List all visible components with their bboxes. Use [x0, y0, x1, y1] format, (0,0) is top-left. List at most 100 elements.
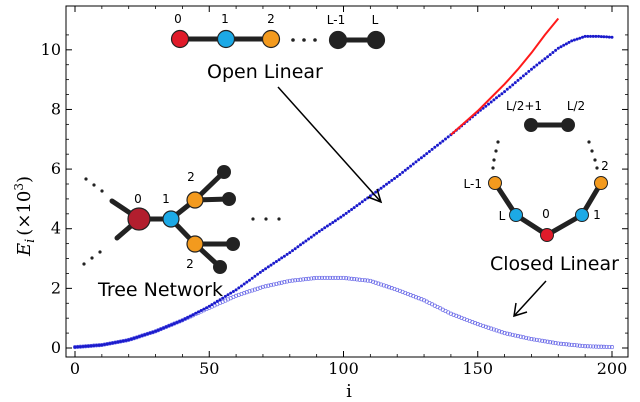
data-point	[444, 137, 447, 141]
y-axis-subscript: i	[23, 239, 38, 243]
plot-frame	[65, 5, 629, 358]
data-point	[390, 178, 394, 182]
data-point	[307, 237, 311, 241]
data-point	[417, 158, 421, 162]
data-point	[597, 34, 601, 38]
data-point	[515, 334, 521, 339]
data-point	[464, 317, 470, 323]
data-point	[422, 154, 426, 158]
data-point	[446, 135, 450, 139]
data-point	[213, 301, 217, 305]
data-point	[301, 241, 305, 245]
data-point	[604, 344, 609, 349]
data-point	[293, 278, 298, 283]
x-tick-label: 150	[462, 359, 493, 378]
data-point	[347, 209, 351, 213]
data-point	[379, 186, 383, 190]
data-point	[374, 190, 378, 194]
data-point	[258, 285, 263, 290]
data-point	[344, 276, 349, 281]
data-point	[588, 344, 593, 349]
data-point	[532, 337, 537, 342]
data-point	[341, 275, 346, 280]
tree-dot	[82, 262, 86, 266]
tree-node-1	[162, 210, 180, 228]
data-point	[532, 65, 536, 69]
data-point	[401, 170, 405, 174]
data-point	[499, 330, 504, 335]
data-point	[473, 321, 478, 326]
data-point	[436, 143, 439, 147]
data-point	[484, 104, 488, 108]
data-point	[392, 286, 397, 292]
data-point	[489, 326, 494, 331]
data-point	[362, 278, 368, 283]
data-point	[529, 337, 534, 342]
data-point	[567, 40, 571, 44]
data-point	[189, 314, 192, 318]
x-tick-label: 200	[597, 359, 628, 378]
data-point	[583, 34, 587, 38]
data-point	[113, 341, 117, 344]
data-point	[260, 284, 265, 289]
data-point	[408, 293, 413, 298]
data-point	[215, 299, 219, 303]
closed-ring-dot	[491, 166, 495, 170]
data-point	[154, 329, 158, 333]
data-point	[564, 342, 569, 347]
data-point	[516, 78, 520, 82]
data-point	[234, 293, 239, 298]
closed-ring-label-L: L	[499, 209, 506, 223]
data-point	[258, 270, 262, 274]
data-point	[526, 336, 531, 341]
y-axis-unit: (×10	[14, 191, 35, 236]
data-point	[577, 343, 582, 348]
data-point	[339, 215, 343, 219]
data-point	[368, 194, 372, 198]
data-point	[543, 57, 547, 61]
data-point	[451, 312, 456, 317]
data-point	[352, 277, 357, 282]
data-point	[111, 341, 115, 345]
closed-ring-dot	[492, 158, 496, 162]
data-point	[500, 92, 504, 96]
closed-ring-label-1: 1	[593, 208, 601, 222]
open-chain-dot	[291, 38, 295, 42]
annotation-open-linear: Open Linear	[207, 61, 323, 83]
data-point	[530, 67, 533, 71]
data-point	[287, 278, 292, 283]
series-1	[450, 17, 560, 136]
data-point	[336, 275, 341, 280]
data-point	[354, 277, 359, 282]
data-point	[239, 291, 244, 297]
data-point	[315, 231, 319, 235]
data-point	[580, 343, 585, 348]
data-point	[578, 36, 582, 40]
data-point	[202, 307, 206, 311]
data-point	[253, 274, 257, 278]
data-point	[419, 156, 423, 160]
data-point	[231, 290, 235, 293]
data-point	[561, 342, 566, 347]
data-point	[180, 318, 184, 322]
data-point	[280, 256, 284, 260]
data-point	[593, 344, 598, 349]
tree-node-2-lower	[186, 235, 204, 253]
data-point	[535, 63, 539, 67]
open-chain-node-1	[216, 29, 236, 49]
open-chain-diagram: 0 1 2 L-1 L	[170, 12, 386, 50]
data-point	[151, 330, 155, 334]
data-point	[314, 275, 319, 280]
data-point	[413, 295, 419, 300]
annotation-tree-network: Tree Network	[97, 279, 223, 301]
data-point	[511, 83, 515, 87]
data-point	[575, 37, 579, 41]
tree-dot	[98, 250, 102, 254]
closed-ring-dot	[587, 140, 591, 144]
data-point	[350, 208, 354, 211]
data-point	[487, 102, 490, 106]
data-point	[129, 337, 133, 341]
data-point	[564, 42, 568, 46]
data-point	[242, 291, 247, 296]
